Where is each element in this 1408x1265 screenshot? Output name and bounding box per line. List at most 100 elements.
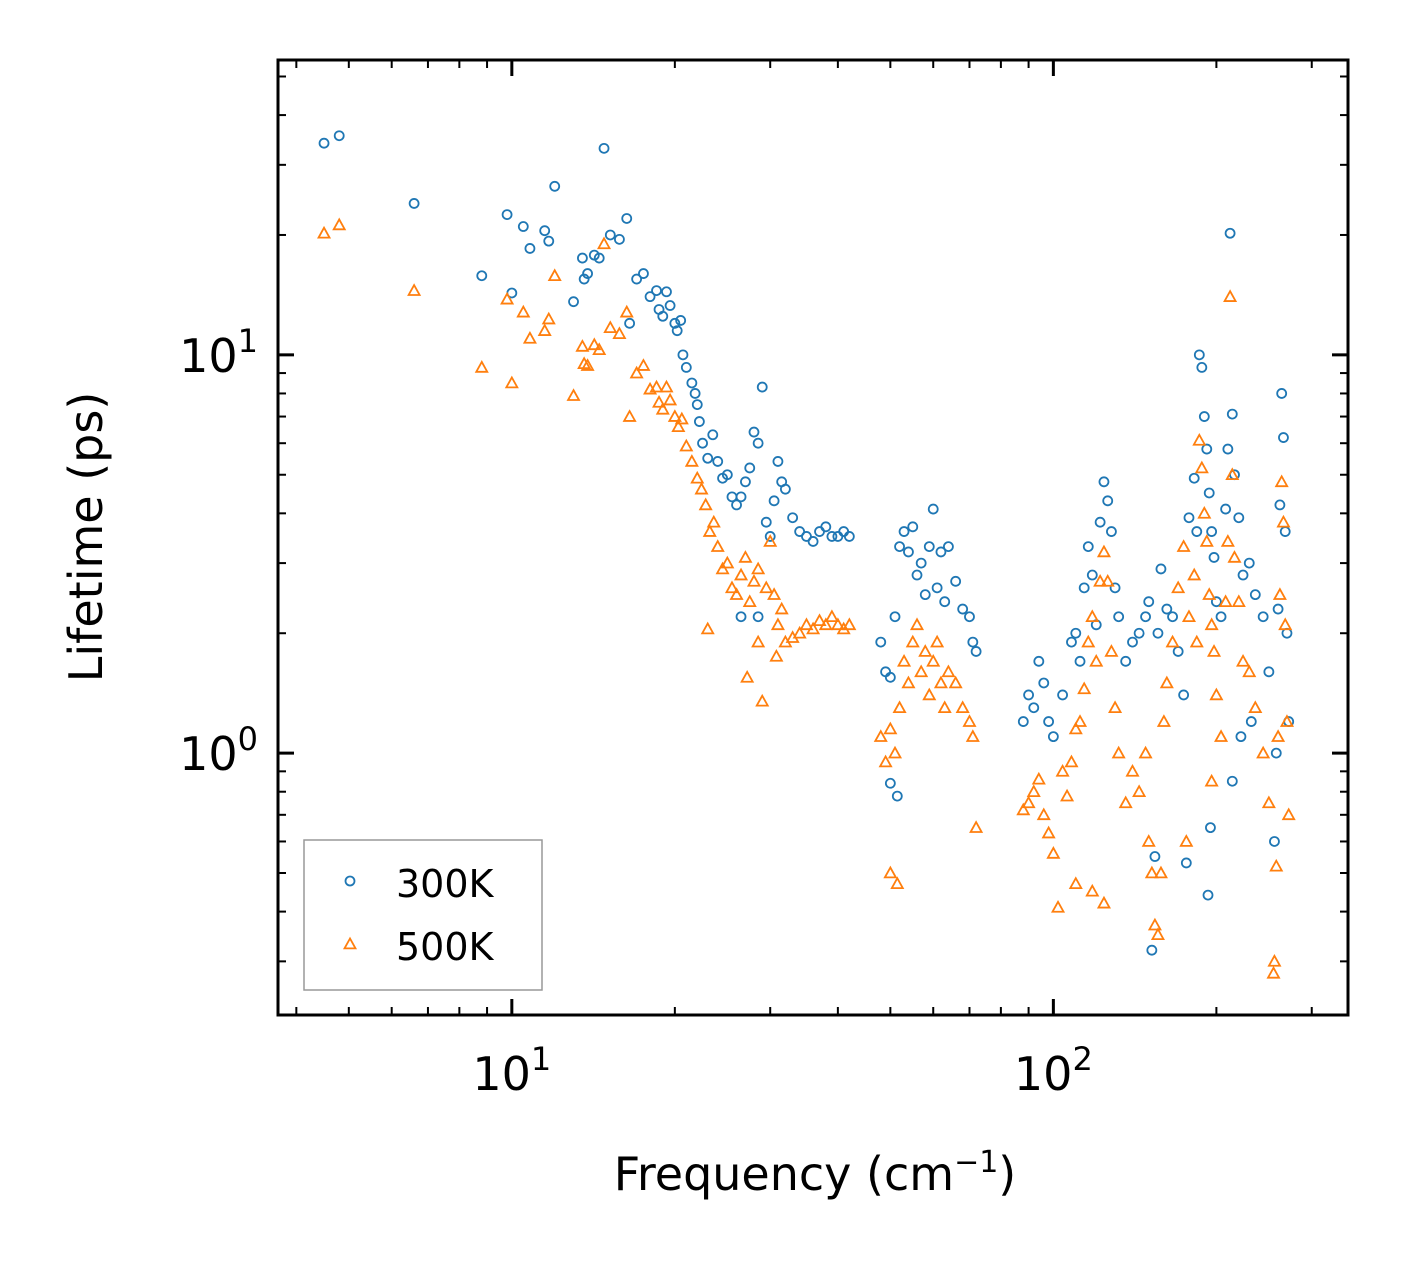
data-point-500k	[901, 675, 916, 689]
data-point-300k	[1149, 851, 1161, 862]
data-point-300k	[1226, 408, 1238, 420]
data-point-500k	[1046, 846, 1061, 859]
data-point-300k	[712, 456, 724, 467]
data-point-300k	[970, 646, 982, 657]
data-point-500k	[575, 339, 590, 352]
data-point-500k	[1064, 754, 1079, 768]
data-point-300k	[524, 243, 536, 254]
x-axis-title: Frequency (cm−1)	[614, 1145, 1017, 1201]
data-point-300k	[631, 273, 643, 285]
data-point-300k	[1198, 411, 1210, 422]
data-point-500k	[1150, 927, 1165, 940]
data-point-500k	[922, 687, 937, 701]
data-point-300k	[644, 291, 656, 303]
data-point-300k	[1143, 596, 1155, 608]
plot-frame	[276, 58, 1350, 1017]
data-point-500k	[887, 745, 903, 759]
data-point-300k	[884, 777, 896, 789]
data-point-300k	[604, 229, 616, 241]
y-tick-label: 101	[179, 322, 258, 383]
data-point-300k	[898, 526, 910, 537]
data-point-500k	[566, 388, 581, 401]
data-point-300k	[1278, 432, 1289, 443]
data-point-500k	[1214, 729, 1229, 742]
data-point-300k	[1233, 512, 1245, 524]
data-point-500k	[1125, 763, 1140, 777]
data-point-500k	[937, 700, 952, 714]
data-point-500k	[636, 358, 651, 371]
data-point-300k	[1249, 589, 1261, 601]
data-point-500k	[1026, 784, 1041, 798]
data-point-300k	[1038, 677, 1050, 689]
data-point-500k	[619, 304, 634, 318]
data-point-500k	[1225, 467, 1240, 481]
data-point-500k	[1104, 644, 1119, 657]
data-point-300k	[820, 521, 832, 533]
data-point-300k	[1167, 611, 1178, 623]
data-point-500k	[1267, 954, 1282, 967]
data-point-500k	[755, 693, 770, 707]
data-point-300k	[939, 596, 951, 608]
data-point-300k	[1243, 557, 1255, 569]
data-point-300k	[931, 582, 943, 594]
data-point-500k	[710, 539, 725, 552]
data-point-500k	[767, 587, 782, 600]
data-point-300k	[1188, 472, 1200, 484]
data-point-300k	[801, 531, 812, 542]
data-point-300k	[1109, 582, 1121, 594]
data-point-300k	[680, 362, 692, 373]
data-point-500k	[724, 580, 740, 594]
data-point-300k	[915, 557, 927, 569]
data-point-500k	[742, 594, 757, 607]
data-point-500k	[1206, 644, 1222, 657]
data-point-500k	[883, 865, 898, 879]
data-point-500k	[1021, 795, 1036, 809]
data-point-300k	[756, 381, 768, 393]
data-point-300k	[740, 476, 751, 488]
x-tick-label-base: 10	[472, 1047, 531, 1101]
data-point-500k	[1231, 594, 1246, 607]
data-point-300k	[686, 377, 698, 389]
data-point-300k	[702, 452, 714, 464]
data-points	[317, 130, 1296, 979]
data-point-500k	[1192, 432, 1207, 446]
data-point-500k	[474, 360, 489, 373]
data-point-300k	[1133, 627, 1145, 639]
data-point-300k	[1140, 611, 1151, 623]
data-point-300k	[1202, 889, 1214, 901]
data-point-300k	[577, 252, 588, 264]
data-point-500k	[1189, 634, 1204, 648]
data-point-500k	[799, 617, 814, 631]
data-point-500k	[1111, 745, 1126, 759]
data-point-500k	[1138, 745, 1153, 759]
data-point-300k	[1178, 689, 1190, 701]
data-point-500k	[1220, 534, 1235, 547]
legend-marker	[344, 875, 356, 887]
data-point-500k	[740, 669, 755, 683]
data-point-500k	[1271, 729, 1286, 742]
data-point-300k	[1196, 362, 1208, 373]
data-point-300k	[1210, 596, 1222, 608]
data-point-500k	[1227, 550, 1242, 563]
data-point-300k	[578, 273, 590, 285]
data-point-300k	[1152, 627, 1164, 639]
data-point-500k	[603, 320, 618, 334]
data-point-500k	[702, 524, 717, 537]
data-point-300k	[950, 575, 962, 587]
data-point-500k	[1242, 664, 1257, 678]
data-point-500k	[684, 454, 699, 467]
data-point-500k	[1016, 802, 1031, 816]
data-point-500k	[1060, 788, 1075, 802]
data-point-500k	[1141, 834, 1156, 847]
data-point-500k	[1199, 534, 1214, 547]
data-point-500k	[824, 609, 839, 623]
data-point-500k	[715, 561, 730, 575]
data-point-500k	[1171, 580, 1186, 594]
data-point-300k	[651, 285, 662, 296]
data-point-300k	[772, 456, 784, 467]
data-point-300k	[1098, 476, 1110, 488]
data-point-500k	[516, 304, 531, 318]
data-point-300k	[768, 495, 780, 507]
data-point-500k	[659, 379, 674, 393]
data-point-300k	[1146, 944, 1158, 956]
